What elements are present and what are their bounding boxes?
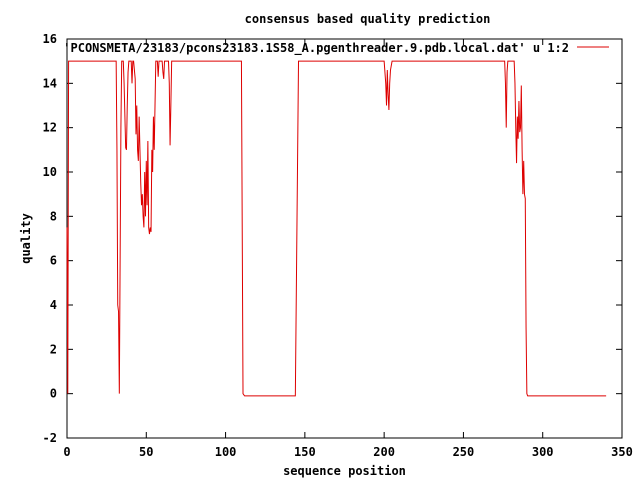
x-tick-label: 300	[532, 445, 554, 459]
x-tick-label: 350	[611, 445, 633, 459]
y-tick-label: 14	[43, 76, 57, 90]
x-tick-label: 200	[373, 445, 395, 459]
y-tick-label: 8	[50, 209, 57, 223]
y-tick-label: 2	[50, 342, 57, 356]
x-tick-label: 0	[63, 445, 70, 459]
y-tick-label: -2	[43, 431, 57, 445]
y-tick-label: 16	[43, 32, 57, 46]
legend: 'PCONSMETA/23183/pcons23183.1S58_A.pgent…	[63, 41, 609, 56]
y-tick-label: 12	[43, 121, 57, 135]
y-axis-label: quality	[19, 213, 33, 264]
series-line	[66, 60, 607, 397]
x-tick-label: 150	[294, 445, 316, 459]
x-tick-label: 250	[453, 445, 475, 459]
x-axis-label: sequence position	[283, 464, 406, 478]
x-tick-label: 100	[215, 445, 237, 459]
x-tick-label: 50	[139, 445, 153, 459]
y-tick-labels: -2 0 2 4 6 8 10 12 14 16	[43, 32, 57, 445]
chart-title: consensus based quality prediction	[245, 12, 491, 26]
y-tick-label: 10	[43, 165, 57, 179]
y-tick-label: 4	[50, 298, 57, 312]
y-tick-label: 6	[50, 254, 57, 268]
legend-label: 'PCONSMETA/23183/pcons23183.1S58_A.pgent…	[63, 41, 569, 56]
x-tick-labels: 0 50 100 150 200 250 300 350	[63, 445, 632, 459]
y-tick-label: 0	[50, 387, 57, 401]
